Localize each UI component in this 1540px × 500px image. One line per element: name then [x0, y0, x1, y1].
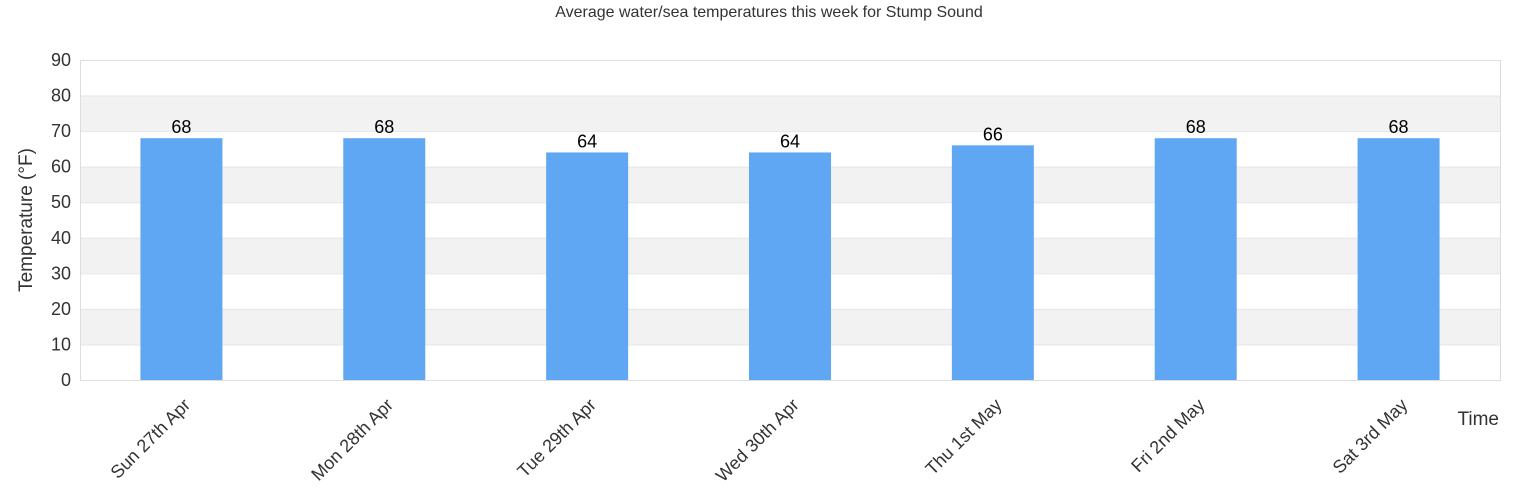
- bar-value-label: 64: [577, 131, 597, 151]
- y-tick-label: 0: [61, 370, 71, 390]
- y-tick-label: 50: [51, 192, 71, 212]
- x-tick-label: Thu 1st May: [922, 395, 1006, 479]
- data-labels: 68 68 64 64 66 68 68: [171, 117, 1408, 151]
- bar-value-label: 68: [171, 117, 191, 137]
- plot-band: [80, 95, 1500, 132]
- bar: [1357, 138, 1440, 380]
- y-tick-label: 40: [51, 228, 71, 248]
- x-tick-label: Sun 27th Apr: [107, 395, 195, 483]
- x-axis-title: Time: [1457, 409, 1499, 430]
- bar: [1154, 138, 1237, 380]
- x-axis-ticks: Sun 27th Apr Mon 28th Apr Tue 29th Apr Wed …: [107, 395, 1412, 486]
- x-tick-label: Wed 30th Apr: [712, 395, 803, 486]
- y-axis-ticks: 0 10 20 30 40 50 60 70 80 90: [51, 50, 71, 390]
- bar: [343, 138, 426, 380]
- x-tick-label: Mon 28th Apr: [307, 395, 397, 485]
- bar: [749, 152, 831, 380]
- y-tick-label: 30: [51, 263, 71, 283]
- bar: [546, 152, 629, 380]
- bar-value-label: 66: [983, 124, 1003, 144]
- y-tick-label: 20: [51, 299, 71, 319]
- bar-value-label: 68: [1186, 117, 1206, 137]
- bar-value-label: 64: [780, 131, 800, 151]
- y-tick-label: 80: [51, 86, 71, 106]
- y-tick-label: 90: [51, 50, 71, 70]
- bar: [951, 145, 1034, 380]
- y-tick-label: 70: [51, 121, 71, 141]
- bar: [140, 138, 223, 380]
- plot-area-border: [80, 60, 1501, 381]
- bars: [140, 138, 1440, 380]
- x-tick-label: Sat 3rd May: [1329, 395, 1412, 478]
- y-tick-label: 10: [51, 334, 71, 354]
- chart-title: Average water/sea temperatures this week…: [555, 4, 982, 21]
- y-tick-label: 60: [51, 157, 71, 177]
- x-tick-label: Fri 2nd May: [1127, 395, 1208, 476]
- bar-value-label: 68: [374, 117, 394, 137]
- x-tick-label: Tue 29th Apr: [513, 395, 600, 482]
- bar-value-label: 68: [1389, 117, 1409, 137]
- y-axis-title: Temperature (°F): [16, 148, 37, 292]
